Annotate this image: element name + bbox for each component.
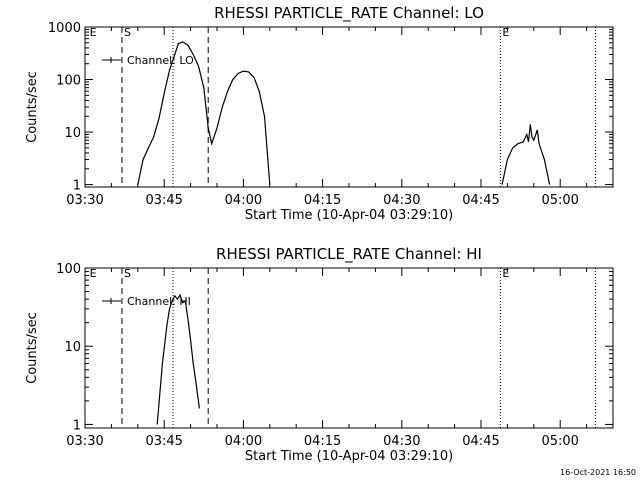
marker-label: E — [502, 26, 509, 39]
x-tick-label: 04:45 — [462, 434, 499, 449]
marker-label: E — [90, 267, 97, 280]
plot-frame — [84, 26, 614, 188]
legend-entry: Channel: HI — [127, 295, 191, 308]
x-tick-label: 04:30 — [383, 434, 420, 449]
y-tick-label: 1000 — [48, 21, 81, 36]
y-tick-label: 10 — [64, 126, 81, 141]
timestamp-label: 16-Oct-2021 16:50 — [560, 468, 636, 477]
x-axis-label: Start Time (10-Apr-04 03:29:10) — [245, 449, 453, 464]
marker-label: S — [124, 267, 131, 280]
x-tick-label: 04:15 — [304, 434, 341, 449]
y-tick-label: 100 — [56, 262, 81, 277]
x-tick-label: 04:15 — [304, 193, 341, 208]
x-tick-label: 03:30 — [66, 193, 103, 208]
y-tick-label: 1 — [73, 179, 81, 194]
series-line — [137, 41, 271, 185]
x-tick-label: 04:30 — [383, 193, 420, 208]
y-tick-label: 1 — [73, 418, 81, 433]
marker-label: E — [90, 26, 97, 39]
x-tick-label: 05:00 — [541, 434, 578, 449]
chart-panel-hi: RHESSI PARTICLE_RATE Channel: HI 03:30 03:… — [25, 245, 614, 464]
y-axis-label: Counts/sec — [25, 312, 40, 384]
x-tick-label: 03:45 — [145, 434, 182, 449]
x-tick-label: 04:00 — [225, 193, 262, 208]
series-line — [156, 293, 200, 425]
marker-label: S — [124, 26, 131, 39]
x-axis-label: Start Time (10-Apr-04 03:29:10) — [245, 208, 453, 223]
legend-entry: Channel: LO — [127, 54, 194, 67]
x-tick-label: 04:00 — [225, 434, 262, 449]
x-tick-label: 05:00 — [541, 193, 578, 208]
y-tick-label: 100 — [56, 74, 81, 89]
y-axis-label: Counts/sec — [25, 71, 40, 143]
chart-title: RHESSI PARTICLE_RATE Channel: LO — [214, 4, 484, 23]
x-tick-label: 04:45 — [462, 193, 499, 208]
series-line — [501, 124, 551, 185]
chart-panel-lo: RHESSI PARTICLE_RATE Channel: LO 03:30 03:… — [25, 4, 614, 223]
x-tick-label: 03:45 — [145, 193, 182, 208]
y-tick-label: 10 — [64, 340, 81, 355]
chart-title: RHESSI PARTICLE_RATE Channel: HI — [216, 245, 482, 264]
marker-label: E — [502, 267, 509, 280]
x-tick-label: 03:30 — [66, 434, 103, 449]
